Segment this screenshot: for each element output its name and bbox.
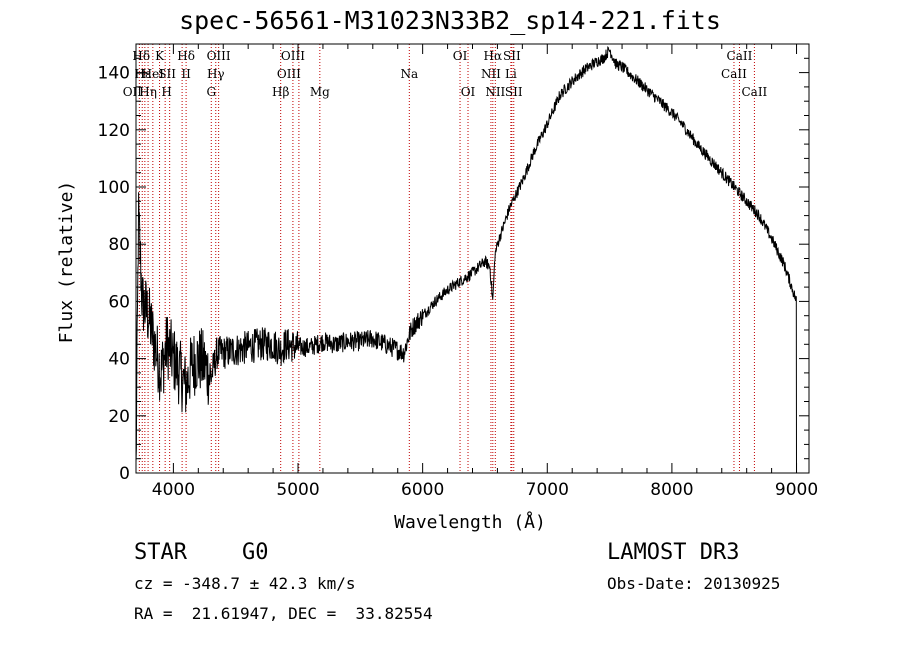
line-label: SII [503,49,521,63]
y-tick-label: 140 [98,64,130,84]
y-tick-label: 60 [108,292,130,312]
chart-title: spec-56561-M31023N33B2_sp14-221.fits [179,6,721,35]
line-label: OI [453,49,468,63]
line-label: Mg [310,85,330,99]
line-label: OII [123,85,143,99]
x-tick-label: 6000 [401,480,444,500]
line-label: CaII [741,85,767,99]
line-label: Hε [135,67,152,81]
object-subclass: G0 [242,540,269,565]
y-tick-label: 20 [108,407,130,427]
line-label: SII [158,67,176,81]
x-tick-label: 5000 [276,480,319,500]
object-class: STAR [134,540,187,565]
spectral-line-labels: OII Hδ Hε Hη HeI K SII H Hδ II OIII Hγ G OIII OIII Hβ Mg… [123,49,768,99]
line-label: H [161,85,171,99]
spectral-line-markers [138,44,755,473]
plot-frame [135,43,810,474]
obs-date: Obs-Date: 20130925 [607,574,781,593]
line-label: CaII [727,49,753,63]
x-tick-label: 9000 [775,480,818,500]
line-label: NII [485,85,505,99]
y-tick-label: 40 [108,350,130,370]
line-label: HeI [142,67,165,81]
ra-dec: RA = 21.61947, DEC = 33.82554 [134,604,433,623]
line-label: OIII [281,49,305,63]
line-label: G [206,85,216,99]
line-label: II [181,67,191,81]
y-tick-label: 100 [98,178,130,198]
line-label: Hβ [272,85,289,99]
line-label: OIII [207,49,231,63]
line-label: OI [461,85,476,99]
y-tick-label: 80 [108,235,130,255]
redshift-text: cz = -348.7 ± 42.3 km/s [134,574,356,593]
line-label: CaII [721,67,747,81]
x-axis-label: Wavelength (Å) [394,511,546,533]
series-group [135,46,797,474]
y-tick-label: 120 [98,121,130,141]
x-tick-label: 4000 [152,480,195,500]
line-label: Hγ [207,67,225,81]
line-label: Na [400,67,418,81]
line-label: K [155,49,165,63]
line-label: Hα [484,49,503,63]
x-tick-label: 8000 [650,480,693,500]
line-label: OIII [277,67,301,81]
line-label: Hη [139,85,157,99]
line-label: Hδ [132,49,150,63]
line-label: NII [481,67,501,81]
y-tick-label: 0 [119,464,130,484]
x-tick-label: 7000 [526,480,569,500]
spectrum-series [135,46,797,474]
line-label: Li [505,67,517,81]
line-label: SII [505,85,523,99]
line-label: Hδ [177,49,195,63]
survey-name: LAMOST DR3 [607,540,740,565]
axes: 4000 5000 6000 7000 8000 9000 0 20 40 60 80 100 120 1… [98,43,818,500]
y-axis-label: Flux (relative) [56,181,77,344]
